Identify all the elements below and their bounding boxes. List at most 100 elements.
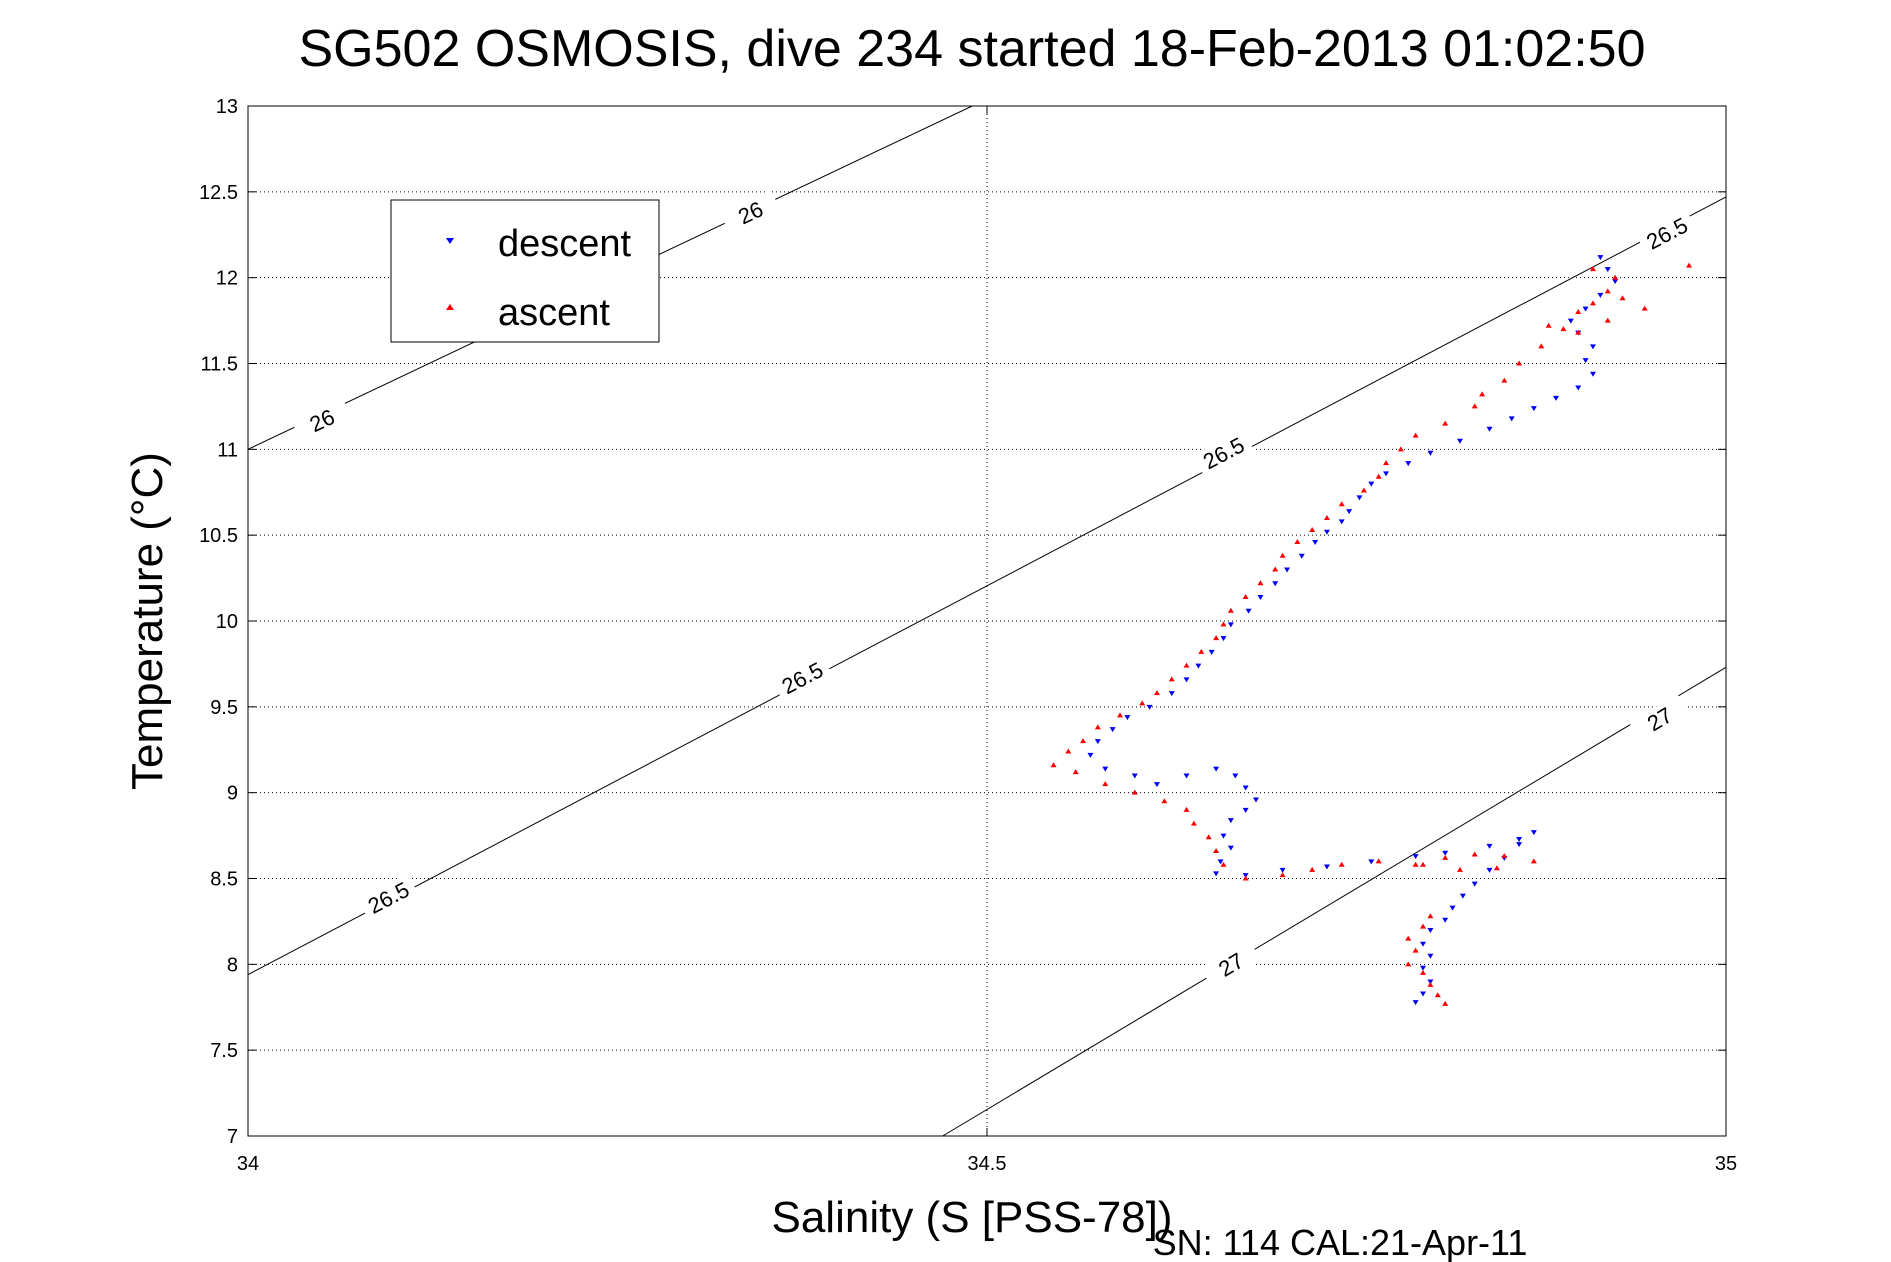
ascent-point [1442,420,1449,426]
legend: descent ascent [390,199,660,343]
descent-point [1102,766,1109,772]
descent-point [1567,318,1574,324]
descent-point [1589,371,1596,377]
footer-calibration: SN: 114 CAL:21-Apr-11 [1153,1222,1528,1262]
ascent-point [1279,872,1286,878]
descent-point [1604,267,1611,273]
ascent-point [1427,981,1434,987]
descent-point [1383,471,1390,477]
descent-point [1582,358,1589,364]
descent-point [1146,704,1153,710]
ascent-point [1198,648,1205,654]
contour-label-bg [1636,209,1698,257]
ascent-point [1338,861,1345,867]
ascent-point [1420,969,1427,975]
y-tick-label: 12.5 [199,182,238,204]
ascent-point [1080,738,1087,744]
y-tick-label: 12 [216,268,238,290]
contour-label-bg [1193,429,1254,477]
contour-label-bg [771,653,833,702]
density-contour [942,666,1727,1137]
ascent-point [1405,935,1412,941]
descent-point [1486,843,1493,849]
ascent-point [1309,866,1316,872]
ascent-point [1323,515,1330,520]
chart-title: SG502 OSMOSIS, dive 234 started 18-Feb-2… [298,20,1645,78]
y-tick-label: 7.5 [210,1040,238,1062]
descent-point [1427,450,1434,456]
descent-point [1087,752,1094,758]
ascent-point [1604,288,1611,294]
ascent-point [1516,360,1523,366]
ascent-point [1072,769,1079,775]
descent-point [1420,941,1427,947]
ascent-point [1686,262,1693,268]
descent-point [1168,691,1175,697]
ascent-point [1427,913,1434,919]
y-tick-label: 11.5 [201,354,238,376]
ascent-point [1501,377,1508,383]
x-tick-label: 34.5 [968,1153,1007,1175]
ascent-point [1575,329,1582,335]
y-tick-label: 9.5 [210,697,238,719]
x-tick-label: 35 [1715,1153,1737,1175]
descent-point [1195,663,1202,669]
descent-point [1252,797,1259,803]
legend-descent-marker [446,238,454,244]
ascent-point [1375,858,1382,864]
descent-point [1412,1000,1419,1006]
ascent-point [1589,300,1596,306]
ascent-point [1412,432,1419,438]
descent-point [1257,594,1264,600]
descent-point [1284,567,1291,573]
ascent-point [1360,487,1367,493]
descent-point [1486,426,1493,432]
series-descent [1087,255,1619,1006]
legend-descent-label: descent [498,223,632,265]
descent-point [1516,837,1523,843]
ascent-point [1153,690,1160,696]
y-tick-label: 8 [227,954,238,976]
descent-point [1298,553,1305,559]
ascent-point [1102,781,1109,787]
ascent-point [1205,834,1212,840]
descent-point [1442,850,1449,856]
ascent-point [1227,607,1234,613]
descent-point [1227,818,1234,824]
ascent-point [1479,391,1486,397]
ascent-point [1375,473,1382,479]
descent-point [1597,292,1604,298]
descent-point [1346,509,1353,515]
legend-ascent-label: ascent [498,292,610,334]
ascent-point [1412,947,1419,953]
ascent-point [1065,748,1072,754]
descent-point [1338,519,1345,525]
descent-point [1420,991,1427,997]
descent-point [1312,540,1319,546]
x-axis-label: Salinity (S [PSS-78]) [771,1193,1172,1242]
descent-point [1412,854,1419,860]
legend-box [390,199,660,343]
contour-label-bg [291,397,353,443]
descent-point [1227,845,1234,851]
contour-label-bg [358,873,419,922]
descent-point [1456,438,1463,444]
descent-point [1109,727,1116,733]
descent-point [1449,905,1456,911]
descent-point [1242,807,1249,813]
descent-point [1323,529,1330,535]
y-tick-label: 13 [216,96,238,118]
ascent-point [1338,501,1345,507]
ascent-point [1294,539,1301,545]
ascent-point [1604,317,1611,323]
y-axis-label: Temperature (°C) [123,452,172,790]
ascent-point [1442,1000,1449,1006]
ascent-point [1420,861,1427,867]
ascent-point [1139,700,1146,706]
ascent-point [1575,309,1582,314]
ascent-point [1397,446,1404,452]
ascent-point [1412,861,1419,867]
ascent-point [1242,593,1249,599]
y-tick-label: 10.5 [199,525,238,547]
